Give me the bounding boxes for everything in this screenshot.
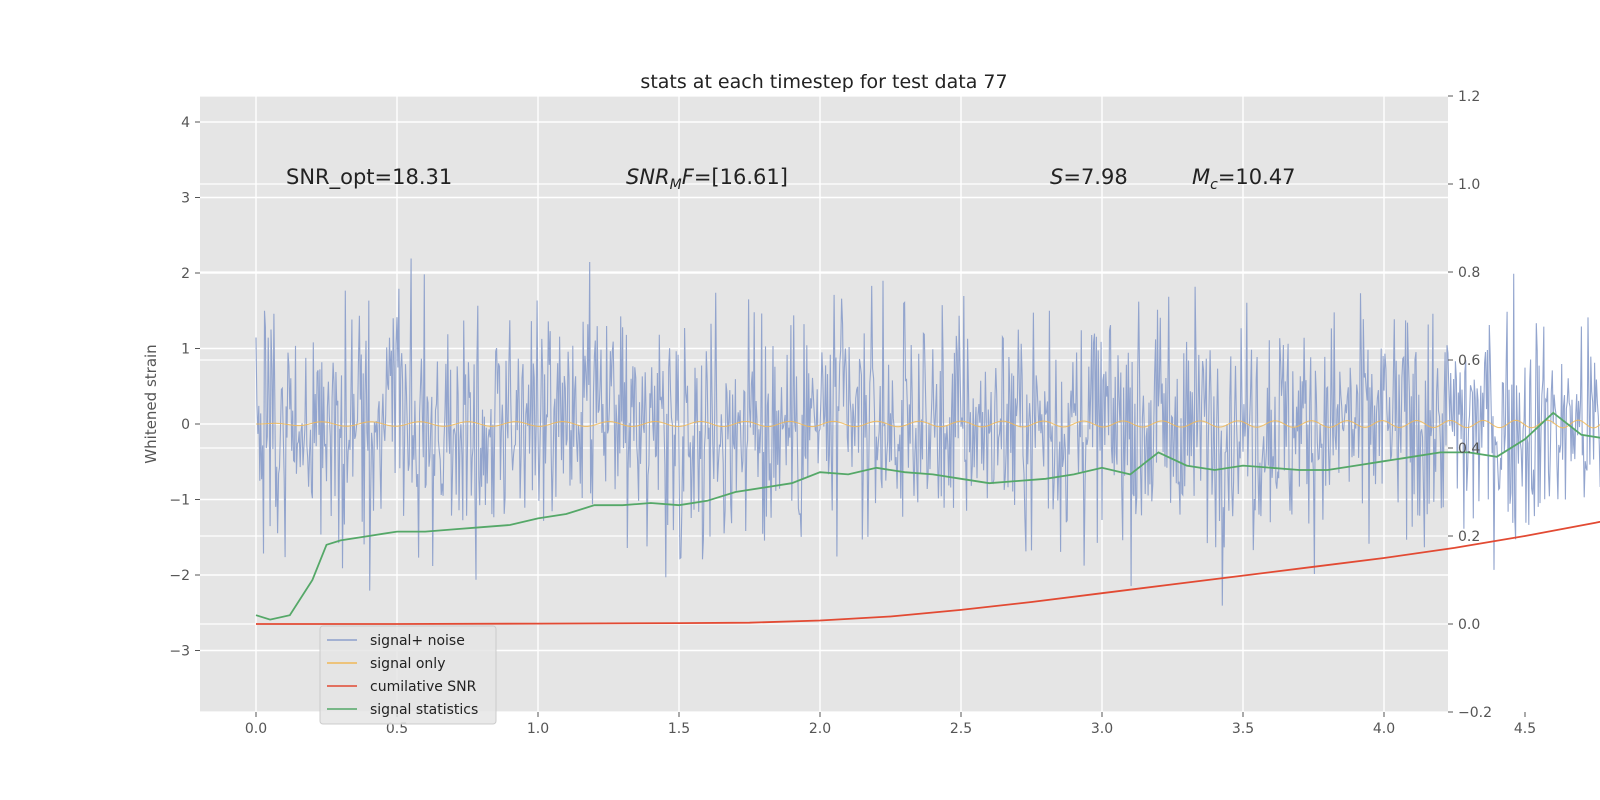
y2-tick-label: 0.6: [1458, 353, 1480, 369]
annotation-mc-value: =10.47: [1218, 165, 1296, 189]
x-tick-label: 0.0: [245, 721, 267, 737]
annotation-s-prefix: S: [1050, 165, 1063, 189]
annotation-snr-mf-prefix: SNR: [626, 165, 670, 189]
x-tick-label: 4.0: [1373, 721, 1395, 737]
cumulative-snr-line: [256, 520, 1600, 625]
y2-tick-label: 0.2: [1458, 529, 1480, 545]
y2-tick-label: −0.2: [1458, 705, 1492, 721]
legend-box: [319, 625, 497, 725]
legend-label-cumulative-snr: cumilative SNR: [370, 679, 477, 695]
x-tick-label: 3.0: [1091, 721, 1113, 737]
signal-only-line: [256, 419, 1600, 429]
legend-label-signal-statistics: signal statistics: [370, 702, 478, 718]
y2-tick-label: 0.0: [1458, 617, 1480, 633]
x-tick-label: 4.5: [1514, 721, 1536, 737]
signal-statistics-line: [255, 411, 1600, 621]
x-tick-label: 2.0: [809, 721, 831, 737]
annotation-mc-sub: c: [1210, 177, 1218, 193]
y2-tick-label: 0.8: [1458, 265, 1480, 281]
x-tick-label: 1.0: [527, 721, 549, 737]
annotation-snr-mf: SNRMF=[16.61]: [626, 165, 788, 193]
ticks: 0.00.51.01.52.02.53.03.54.04.55.05.56.06…: [169, 89, 1536, 737]
x-tick-label: 0.5: [386, 721, 408, 737]
series-lines: [255, 411, 1600, 625]
annotation-s: S=7.98: [1050, 165, 1128, 189]
plot-background: [200, 96, 1448, 712]
y2-tick-label: 1.2: [1458, 89, 1480, 105]
x-tick-label: 1.5: [668, 721, 690, 737]
y-tick-label: 1: [181, 342, 190, 358]
y-tick-label: −1: [169, 493, 190, 509]
annotation-snr-mf-value: =[16.61]: [694, 165, 788, 189]
annotation-mc-prefix: M: [1192, 165, 1210, 189]
signal-noise-line: [255, 258, 1600, 606]
legend-label-signal-noise: signal+ noise: [370, 633, 465, 649]
y2-tick-label: 1.0: [1458, 177, 1480, 193]
chart-title: stats at each timestep for test data 77: [640, 71, 1007, 93]
annotation-snr-opt: SNR_opt=18.31: [286, 165, 452, 190]
legend: signal+ noise signal only cumilative SNR…: [319, 625, 497, 725]
x-tick-label: 3.5: [1232, 721, 1254, 737]
y-axis-label: Whitened strain: [142, 344, 160, 463]
y-tick-label: 0: [181, 417, 190, 433]
y-tick-label: 3: [181, 191, 190, 207]
annotation-snr-mf-mid: F: [682, 165, 695, 189]
y-tick-label: 2: [181, 266, 190, 282]
annotation-snr-mf-sub: M: [670, 177, 682, 193]
y-tick-label: −3: [169, 644, 190, 660]
y2-tick-label: 0.4: [1458, 441, 1480, 457]
y-tick-label: 4: [181, 115, 190, 131]
x-tick-label: 2.5: [950, 721, 972, 737]
series-signal-only: [256, 419, 1600, 429]
series-signal-noise: [255, 258, 1600, 606]
legend-label-signal-only: signal only: [370, 656, 445, 672]
annotation-mc: Mc=10.47: [1192, 165, 1296, 193]
y-tick-label: −2: [169, 568, 190, 584]
annotation-s-value: =7.98: [1063, 165, 1127, 189]
